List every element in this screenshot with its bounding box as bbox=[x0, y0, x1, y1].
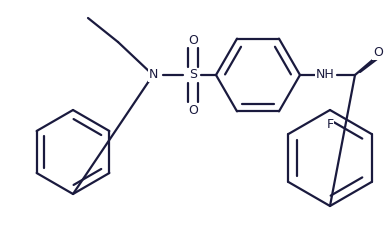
Text: S: S bbox=[189, 69, 197, 82]
Text: NH: NH bbox=[315, 69, 334, 82]
Text: O: O bbox=[188, 33, 198, 46]
Text: N: N bbox=[148, 69, 158, 82]
Text: O: O bbox=[188, 103, 198, 116]
Text: O: O bbox=[373, 46, 383, 60]
Text: F: F bbox=[326, 118, 334, 131]
